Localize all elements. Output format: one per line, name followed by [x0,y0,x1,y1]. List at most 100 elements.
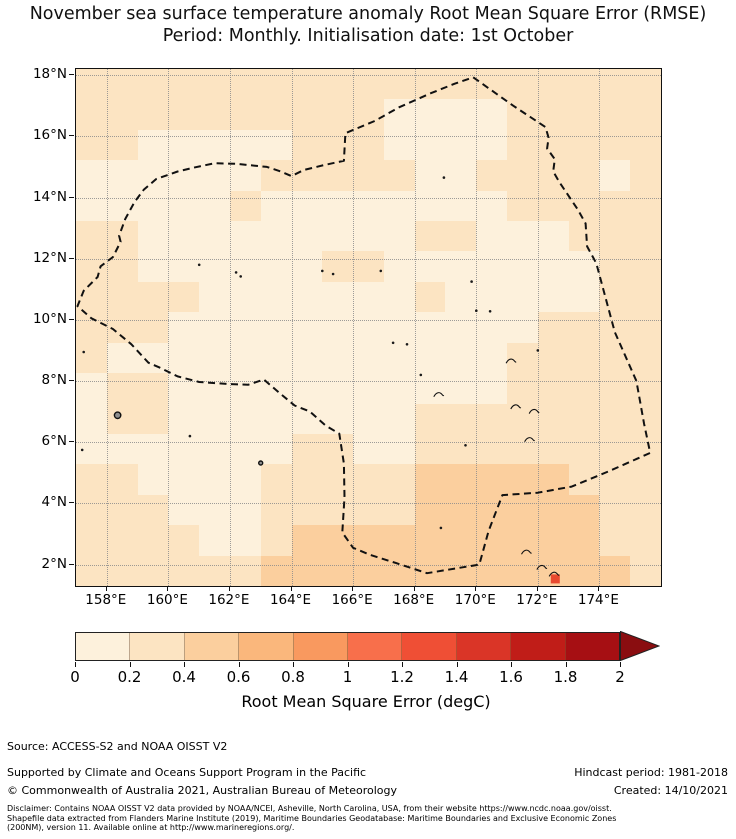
rmse-cell [322,373,354,405]
rmse-cell [445,555,477,586]
rmse-cell [630,494,661,526]
rmse-cell [291,99,323,131]
rmse-cell [291,281,323,313]
rmse-cell [630,160,661,192]
colorbar-segment [456,633,512,660]
rmse-cell [630,464,661,496]
colorbar-tick-label: 0.6 [226,668,251,686]
rmse-cell [291,433,323,466]
rmse-cell [76,251,108,283]
x-tick-label: 166°E [331,592,373,608]
island-mark-arc [505,358,517,364]
y-tick-label: 2°N [41,555,67,572]
rmse-cell [199,312,231,344]
rmse-cell [507,555,539,586]
x-tick-mark [228,586,230,591]
rmse-cell [229,342,262,374]
rmse-cell [599,251,631,283]
rmse-cell [383,129,416,161]
rmse-cell [568,373,601,405]
rmse-cell [476,312,508,344]
rmse-cell [599,190,631,222]
rmse-cell [106,99,139,131]
rmse-cell [229,190,262,222]
rmse-cell [383,69,416,101]
rmse-cell [260,342,293,374]
rmse-cell [199,433,231,466]
island-mark-dot [442,176,446,179]
rmse-cell [291,342,323,374]
rmse-cell [137,555,170,586]
colorbar-label: Root Mean Square Error (degC) [241,692,491,711]
island-marks [80,176,560,577]
rmse-cell [414,373,447,405]
rmse-cell [476,251,508,283]
rmse-cell [568,251,601,283]
x-tick-label: 174°E [577,592,619,608]
rmse-cell [168,160,200,192]
rmse-cell [168,221,200,253]
rmse-cell [353,342,385,374]
rmse-cell [476,373,508,405]
rmse-cell [76,494,108,526]
created-date-text: Created: 14/10/2021 [613,784,728,797]
rmse-cell [168,69,200,101]
rmse-cell [199,281,231,313]
rmse-cell [106,69,139,101]
rmse-cell [76,555,108,586]
rmse-cell [507,494,539,526]
rmse-cell [229,403,262,435]
rmse-cell [168,555,200,586]
rmse-cell [537,525,570,557]
rmse-cell [445,160,477,192]
rmse-cell [353,190,385,222]
rmse-cell [414,433,447,466]
rmse-cell [507,251,539,283]
colorbar-tick-label: 1.8 [553,668,578,686]
rmse-cell [568,129,601,161]
y-tick-label: 4°N [41,494,67,511]
rmse-cell [168,342,200,374]
colorbar-tick-mark [565,662,567,667]
rmse-cell [445,99,477,131]
rmse-cell [568,221,601,253]
rmse-cell [445,342,477,374]
rmse-cell [599,69,631,101]
island-mark-arc [524,437,535,443]
rmse-cell [414,312,447,344]
rmse-cell [568,190,601,222]
rmse-cell [353,160,385,192]
rmse-cell [137,251,170,283]
rmse-cell [476,281,508,313]
y-tick-mark [69,74,74,76]
rmse-cell [260,312,293,344]
rmse-cell [199,129,231,161]
x-tick-mark [167,586,169,591]
rmse-cell [76,342,108,374]
island-mark-arc [510,404,522,410]
rmse-cell [76,403,108,435]
x-tick-label: 168°E [393,592,435,608]
rmse-cell [383,403,416,435]
rmse-cell [353,281,385,313]
rmse-cell [229,373,262,405]
rmse-cell [106,281,139,313]
rmse-cell [168,129,200,161]
rmse-cell [260,433,293,466]
rmse-cell [630,525,661,557]
island-mark-arc [548,571,560,577]
rmse-raster-cells [76,69,661,586]
rmse-cell [445,464,477,496]
rmse-cell [229,433,262,466]
y-tick-label: 6°N [41,433,67,450]
rmse-cell [199,555,231,586]
island-mark-arc [528,408,540,414]
rmse-cell [168,99,200,131]
rmse-cell [476,494,508,526]
rmse-cell [76,129,108,161]
rmse-cell [383,160,416,192]
colorbar-tick-label: 2 [615,668,625,686]
rmse-cell [476,403,508,435]
rmse-cell [137,69,170,101]
rmse-cell [414,251,447,283]
